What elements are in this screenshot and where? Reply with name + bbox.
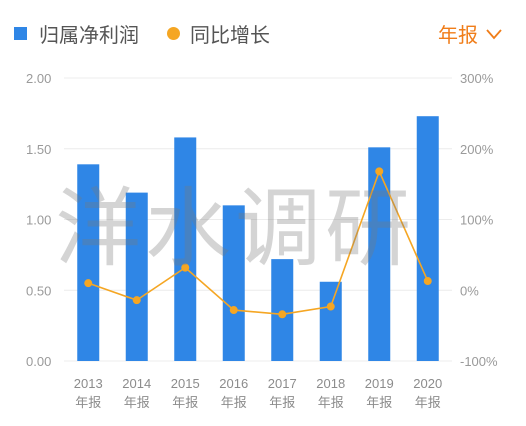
legend-item-net-profit[interactable]: 归属净利润 xyxy=(14,19,139,48)
point-yoy-growth xyxy=(181,263,190,272)
bar-net-profit xyxy=(174,137,197,361)
point-yoy-growth xyxy=(132,296,141,305)
bar-net-profit xyxy=(319,281,342,361)
legend-label-net-profit: 归属净利润 xyxy=(39,25,139,47)
y-left-tick-label: 0.50 xyxy=(26,283,51,298)
x-tick-period: 年报 xyxy=(75,395,101,410)
period-selector-label: 年报 xyxy=(438,25,478,47)
x-tick-period: 年报 xyxy=(366,395,392,410)
x-tick-year: 2017 xyxy=(268,376,297,391)
line-yoy-growth xyxy=(87,169,429,316)
point-yoy-growth xyxy=(326,302,335,311)
y-left-tick-label: 0.00 xyxy=(26,354,51,369)
bar-net-profit xyxy=(416,116,439,361)
legend-label-yoy-growth: 同比增长 xyxy=(190,25,270,47)
x-tick-year: 2016 xyxy=(219,376,248,391)
point-yoy-growth xyxy=(423,277,432,286)
period-selector[interactable]: 年报 xyxy=(438,19,502,48)
x-tick-period: 年报 xyxy=(124,395,150,410)
bar-net-profit xyxy=(222,205,245,361)
y-right-tick-label: 200% xyxy=(460,142,494,157)
x-tick-year: 2018 xyxy=(316,376,345,391)
x-tick-year: 2019 xyxy=(365,376,394,391)
line-swatch xyxy=(167,27,180,40)
point-yoy-growth xyxy=(375,167,384,176)
bar-net-profit xyxy=(271,259,294,361)
y-right-tick-label: 100% xyxy=(460,213,494,228)
chevron-down-icon xyxy=(486,28,502,39)
point-yoy-growth xyxy=(278,310,287,319)
x-tick-year: 2020 xyxy=(413,376,442,391)
point-yoy-growth xyxy=(229,306,238,315)
x-tick-period: 年报 xyxy=(269,395,295,410)
y-right-tick-label: 0% xyxy=(460,283,479,298)
y-left-tick-label: 1.00 xyxy=(26,213,51,228)
x-tick-period: 年报 xyxy=(221,395,247,410)
x-tick-year: 2014 xyxy=(122,376,151,391)
x-tick-period: 年报 xyxy=(318,395,344,410)
bar-net-profit xyxy=(368,147,391,361)
y-right-tick-label: -100% xyxy=(460,354,498,369)
y-left-tick-label: 2.00 xyxy=(26,71,51,86)
legend-item-yoy-growth[interactable]: 同比增长 xyxy=(167,19,270,48)
bar-net-profit xyxy=(77,164,100,361)
bar-swatch xyxy=(14,27,27,40)
y-right-tick-label: 300% xyxy=(460,71,494,86)
y-left-tick-label: 1.50 xyxy=(26,142,51,157)
point-yoy-growth xyxy=(84,279,93,288)
x-tick-year: 2013 xyxy=(74,376,103,391)
bar-net-profit xyxy=(125,192,148,361)
x-tick-year: 2015 xyxy=(171,376,200,391)
x-tick-period: 年报 xyxy=(415,395,441,410)
x-tick-period: 年报 xyxy=(172,395,198,410)
chart-legend: 归属净利润 同比增长 xyxy=(14,19,298,48)
